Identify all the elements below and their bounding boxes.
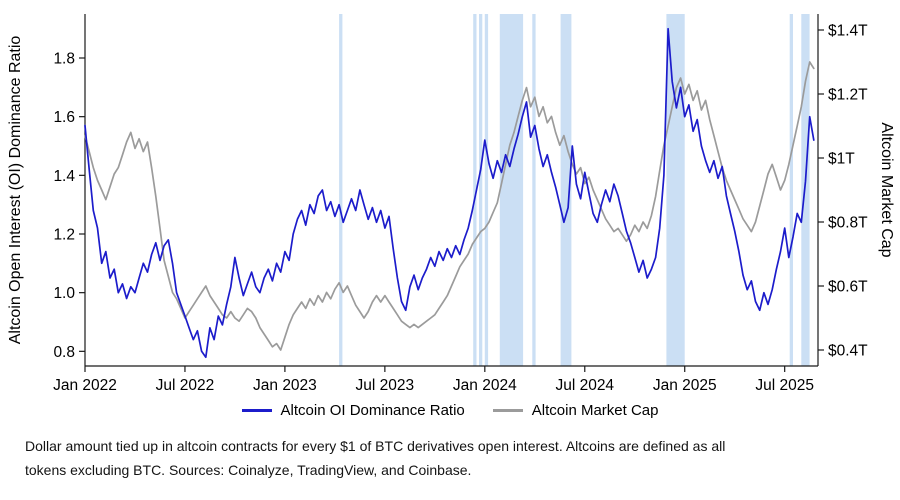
highlight-band (484, 14, 489, 366)
oi-dominance-ratio-line (84, 27, 815, 359)
left-tick-label: 1.4 (53, 168, 75, 185)
right-tick-label: $0.4T (828, 343, 868, 360)
legend-label-oi-ratio: Altcoin OI Dominance Ratio (280, 402, 465, 419)
legend-item-market-cap: Altcoin Market Cap (492, 402, 659, 419)
left-tick-label: 1.8 (53, 51, 75, 68)
right-tick-label: $1.2T (828, 87, 868, 104)
x-tick-label: Jan 2022 (53, 377, 117, 394)
legend: Altcoin OI Dominance Ratio Altcoin Marke… (0, 402, 900, 419)
caption-line-2: tokens excluding BTC. Sources: Coinalyze… (25, 461, 472, 478)
highlight-band (560, 14, 572, 366)
oi-ratio-line-swatch (241, 409, 272, 412)
right-tick-label: $0.8T (828, 215, 868, 232)
legend-label-market-cap: Altcoin Market Cap (531, 402, 659, 419)
caption: Dollar amount tied up in altcoin contrac… (25, 435, 900, 483)
x-tick-label: Jul 2024 (555, 377, 614, 394)
market-cap-line (84, 61, 815, 351)
dual-axis-line-chart: 0.8 1.0 1.2 1.4 1.6 1.8 $0.4T $0.6T $0.8T $1T $1.2… (7, 14, 895, 394)
x-tick-label: Jul 2023 (356, 377, 415, 394)
caption-line-1: Dollar amount tied up in altcoin contrac… (25, 438, 726, 454)
x-tick-label: Jul 2022 (156, 377, 215, 394)
highlight-band (339, 14, 343, 366)
right-tick-label: $1.4T (828, 23, 868, 40)
left-tick-label: 1.2 (53, 227, 75, 244)
highlight-band (789, 14, 793, 366)
right-tick-label: $1T (828, 151, 855, 168)
legend-item-oi-ratio: Altcoin OI Dominance Ratio (241, 402, 465, 419)
right-tick-label: $0.6T (828, 279, 868, 296)
highlight-band (473, 14, 477, 366)
highlight-band (532, 14, 536, 366)
x-tick-label: Jan 2023 (253, 377, 317, 394)
right-axis-title: Altcoin Market Cap (878, 122, 895, 257)
highlight-band (479, 14, 483, 366)
left-tick-label: 1.0 (53, 285, 75, 302)
highlight-band (499, 14, 524, 366)
x-tick-label: Jan 2025 (653, 377, 717, 394)
left-tick-label: 1.6 (53, 109, 75, 126)
x-tick-label: Jan 2024 (453, 377, 517, 394)
left-tick-label: 0.8 (53, 344, 75, 361)
left-axis-title: Altcoin Open Interest (OI) Dominance Rat… (7, 36, 24, 345)
highlight-band (666, 14, 685, 366)
x-tick-label: Jul 2025 (755, 377, 814, 394)
market-cap-line-swatch (492, 409, 523, 412)
